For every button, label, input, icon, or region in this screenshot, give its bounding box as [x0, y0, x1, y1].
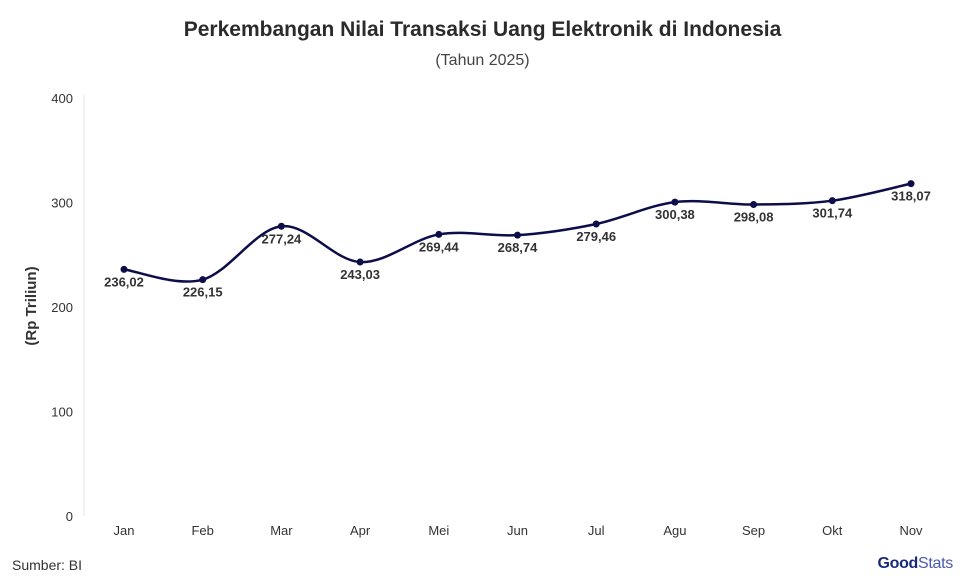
data-label: 300,38 [655, 207, 695, 222]
data-point [828, 197, 836, 205]
x-tick-label: Apr [350, 523, 371, 538]
data-point [356, 258, 364, 266]
logo-text-light: Stats [918, 555, 953, 572]
data-point [199, 276, 207, 284]
data-point [120, 265, 128, 273]
chart-title: Perkembangan Nilai Transaksi Uang Elektr… [183, 18, 782, 41]
data-point [435, 230, 443, 238]
x-tick-label: Jul [588, 523, 605, 538]
x-tick-label: Mar [270, 523, 293, 538]
x-tick-label: Feb [191, 523, 213, 538]
chart-subtitle: (Tahun 2025) [435, 52, 530, 69]
data-point [592, 220, 600, 228]
x-tick-label: Jan [114, 523, 135, 538]
goodstats-logo: GoodStats [877, 555, 953, 573]
x-tick-label: Sep [742, 523, 765, 538]
logo-text-bold: Good [877, 555, 919, 572]
x-ticks: Jan Feb Mar Apr Mei Jun Jul Agu Sep Okt Nov [114, 523, 924, 538]
series-line [123, 182, 912, 283]
y-axis-label: (Rp Triliun) [23, 266, 40, 345]
x-tick-label: Agu [663, 523, 686, 538]
y-tick-label: 300 [51, 196, 73, 211]
data-label: 236,02 [104, 274, 144, 289]
data-label: 279,46 [576, 229, 616, 244]
data-labels: 236,02 226,15 277,24 243,03 269,44 268,74 279,… [104, 189, 931, 300]
x-tick-label: Okt [822, 523, 843, 538]
y-tick-label: 200 [51, 300, 73, 315]
data-point [514, 231, 521, 239]
data-label: 269,44 [419, 239, 460, 254]
y-tick-label: 400 [51, 91, 73, 106]
data-point [907, 180, 915, 188]
data-point [671, 198, 679, 206]
y-ticks: 0 100 200 300 400 [51, 91, 73, 524]
x-tick-label: Nov [899, 523, 923, 538]
source-note: Sumber: BI [12, 557, 83, 573]
data-label: 268,74 [498, 240, 539, 255]
y-tick-label: 0 [66, 509, 73, 524]
data-points [120, 180, 915, 284]
data-label: 226,15 [183, 285, 223, 300]
data-point [277, 222, 285, 230]
x-tick-label: Mei [428, 523, 449, 538]
x-tick-label: Jun [507, 523, 528, 538]
data-label: 243,03 [340, 267, 380, 282]
data-point [750, 201, 758, 209]
data-label: 318,07 [891, 189, 931, 204]
data-label: 298,08 [734, 210, 774, 225]
y-tick-label: 100 [51, 405, 73, 420]
data-label: 301,74 [812, 206, 853, 221]
data-label: 277,24 [262, 231, 303, 246]
